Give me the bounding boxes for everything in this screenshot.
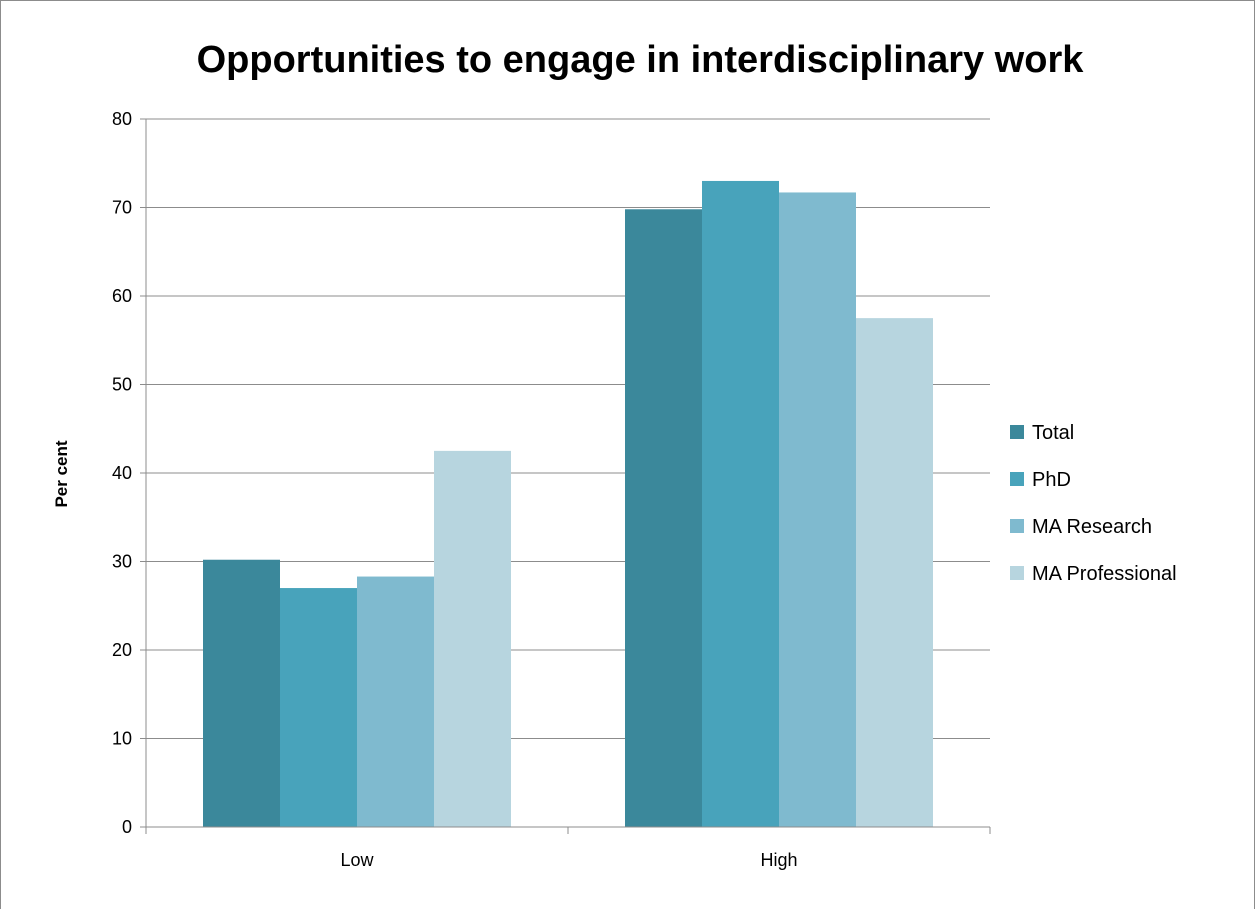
y-tick-label: 80	[112, 109, 132, 129]
legend-swatch	[1010, 519, 1024, 533]
y-tick-label: 60	[112, 286, 132, 306]
bar-phd-high	[702, 180, 779, 827]
y-axis-label: Per cent	[52, 440, 71, 507]
legend: Total PhD MA Research MA Professional	[1010, 422, 1177, 585]
legend-label: MA Professional	[1032, 563, 1177, 585]
legend-swatch	[1010, 425, 1024, 439]
x-category-label: High	[760, 850, 797, 870]
legend-swatch	[1010, 566, 1024, 580]
bar-ma-research-high	[779, 192, 856, 827]
y-tick-label: 20	[112, 640, 132, 660]
y-tick-label: 10	[112, 729, 132, 749]
bar-ma-professional-high	[856, 318, 933, 827]
x-category-label: Low	[340, 850, 374, 870]
legend-label: Total	[1032, 422, 1074, 444]
y-tick-label: 50	[112, 375, 132, 395]
bar-total-high	[625, 209, 702, 827]
bar-phd-low	[280, 588, 357, 827]
y-tick-label: 70	[112, 198, 132, 218]
bar-ma-research-low	[357, 576, 434, 827]
bar-total-low	[203, 559, 280, 827]
legend-swatch	[1010, 472, 1024, 486]
legend-label: PhD	[1032, 469, 1071, 491]
y-tick-label: 40	[112, 463, 132, 483]
bars	[203, 180, 933, 827]
bar-ma-professional-low	[434, 450, 511, 827]
y-tick-label: 0	[122, 817, 132, 837]
y-tick-label: 30	[112, 552, 132, 572]
chart-title: Opportunities to engage in interdiscipli…	[197, 39, 1085, 81]
legend-label: MA Research	[1032, 516, 1152, 538]
axes: 0 10 20 30 40 50 60 70 80 Low High	[112, 109, 991, 870]
